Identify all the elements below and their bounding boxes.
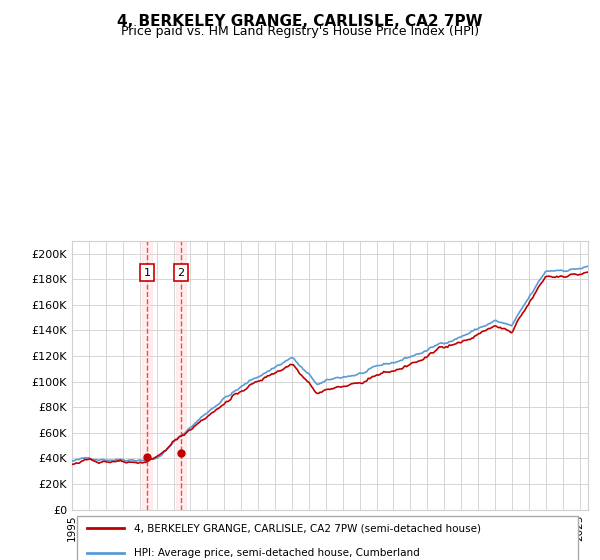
Text: 4, BERKELEY GRANGE, CARLISLE, CA2 7PW: 4, BERKELEY GRANGE, CARLISLE, CA2 7PW: [117, 14, 483, 29]
Text: 4, BERKELEY GRANGE, CARLISLE, CA2 7PW (semi-detached house): 4, BERKELEY GRANGE, CARLISLE, CA2 7PW (s…: [134, 523, 481, 533]
Text: Price paid vs. HM Land Registry's House Price Index (HPI): Price paid vs. HM Land Registry's House …: [121, 25, 479, 38]
FancyBboxPatch shape: [77, 516, 578, 560]
Text: HPI: Average price, semi-detached house, Cumberland: HPI: Average price, semi-detached house,…: [134, 548, 419, 558]
Text: 2: 2: [178, 268, 185, 278]
Bar: [176, 241, 186, 510]
Text: 1: 1: [143, 268, 151, 278]
Bar: [142, 241, 152, 510]
